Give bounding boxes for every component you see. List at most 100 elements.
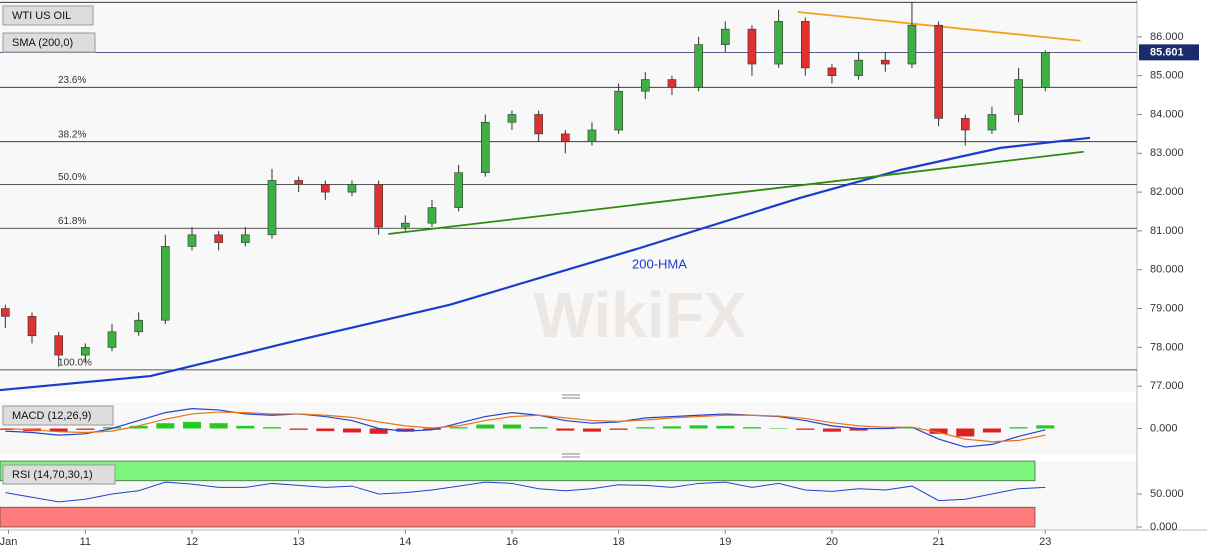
y-tick-label: 83.000 <box>1150 147 1184 159</box>
macd-histogram-bar <box>156 423 175 429</box>
macd-histogram-bar <box>902 427 921 429</box>
x-tick-label: 12 <box>186 536 198 548</box>
candle-body <box>934 24 943 119</box>
candle-body <box>27 316 37 337</box>
fib-label: 38.2% <box>58 129 86 140</box>
candle-body <box>720 28 730 45</box>
macd-histogram-bar <box>956 428 975 437</box>
candle-body <box>960 118 970 131</box>
macd-histogram-bar <box>929 428 948 434</box>
macd-histogram-bar <box>529 427 548 429</box>
candle-body <box>134 319 143 333</box>
macd-histogram-bar <box>476 424 495 429</box>
indicator-box <box>2 32 96 53</box>
indicator-label: SMA (200,0) <box>12 37 73 49</box>
candle-body <box>454 172 463 208</box>
candle-body <box>481 121 490 174</box>
candle-body <box>854 59 863 76</box>
macd-histogram-bar <box>209 423 228 429</box>
x-tick-label: 16 <box>506 536 518 548</box>
macd-histogram-bar <box>582 428 601 432</box>
y-tick-label: 78.000 <box>1150 341 1184 353</box>
candle-body <box>747 28 757 65</box>
macd-histogram-bar <box>102 427 121 429</box>
candle-body <box>401 222 410 228</box>
panel-handle <box>562 394 580 458</box>
x-tick-label: 13 <box>293 536 305 548</box>
candle-body <box>534 114 543 135</box>
candle-body <box>54 335 63 356</box>
rsi-line <box>5 481 1046 503</box>
y-tick-label: 85.000 <box>1150 70 1184 82</box>
y-tick-label: 50.000 <box>1150 488 1184 500</box>
macd-histogram-bar <box>716 425 735 429</box>
y-tick-label: 82.000 <box>1150 186 1184 198</box>
macd-histogram-bar <box>502 424 521 429</box>
candle-body <box>987 114 997 131</box>
macd-histogram-bar <box>769 427 788 429</box>
candle-body <box>694 44 703 88</box>
fib-label: 23.6% <box>58 75 86 86</box>
x-tick-label: 20 <box>826 536 838 548</box>
title-box <box>2 5 94 26</box>
candle-body <box>107 331 117 348</box>
x-tick-label: 21 <box>932 536 944 548</box>
macd-histogram-bar <box>796 428 815 430</box>
macd-histogram-bar <box>236 425 255 429</box>
candle-body <box>81 347 90 356</box>
candle-body <box>907 24 917 65</box>
macd-histogram-bar <box>1036 425 1055 429</box>
macd-histogram-bar <box>742 427 761 429</box>
macd-histogram-bar <box>49 428 68 432</box>
macd-title: MACD (12,26,9) <box>12 410 91 422</box>
candle-body <box>1 308 10 317</box>
overbought-band <box>0 460 1036 482</box>
macd-histogram-bar <box>982 428 1001 433</box>
last-price-box <box>1139 44 1199 61</box>
macd-histogram-bar <box>636 427 655 429</box>
macd-histogram-bar <box>182 421 201 429</box>
macd-histogram-bar <box>822 428 841 432</box>
x-tick-label: Jan <box>0 536 17 548</box>
macd-histogram-bar <box>449 427 468 429</box>
candle-body <box>507 114 517 123</box>
macd-histogram-bar <box>316 428 335 432</box>
macd-histogram-bar <box>289 428 308 430</box>
macd-histogram-bar <box>1009 427 1028 429</box>
candle-body <box>187 234 197 247</box>
hma-label: 200-HMA <box>632 256 687 271</box>
candle-body <box>640 79 650 92</box>
candle-body <box>161 246 170 321</box>
candle-body <box>347 184 357 193</box>
oversold-band <box>0 506 1036 528</box>
x-tick-label: 11 <box>80 536 91 548</box>
candle-body <box>321 184 330 193</box>
y-tick-label: 86.000 <box>1150 31 1184 43</box>
y-tick-label: 0.000 <box>1150 521 1178 533</box>
macd-histogram-bar <box>422 428 441 430</box>
macd-histogram-bar <box>662 426 681 429</box>
macd-histogram-bar <box>342 428 361 433</box>
rsi-box <box>2 464 116 485</box>
watermark: WikiFX <box>534 279 747 351</box>
x-tick-label: 19 <box>719 536 731 548</box>
y-tick-label: 80.000 <box>1150 264 1184 276</box>
x-tick-label: 14 <box>399 536 411 548</box>
y-tick-label: 77.000 <box>1150 380 1184 392</box>
macd-histogram-bar <box>129 425 148 429</box>
y-tick-label: 84.000 <box>1150 108 1184 120</box>
signal-line <box>5 411 1046 443</box>
y-tick-label: 81.000 <box>1150 225 1184 237</box>
fib-label: 100.0% <box>58 358 92 369</box>
last-price-label: 85.601 <box>1150 46 1184 58</box>
candle-body <box>241 234 250 243</box>
candle-body <box>267 180 277 236</box>
candle-body <box>1040 52 1050 88</box>
x-tick-label: 18 <box>613 536 625 548</box>
hma-line <box>0 136 1091 392</box>
macd-line <box>5 408 1046 448</box>
trend-line <box>388 150 1084 235</box>
fib-label: 61.8% <box>58 216 86 227</box>
candle-body <box>880 59 890 65</box>
